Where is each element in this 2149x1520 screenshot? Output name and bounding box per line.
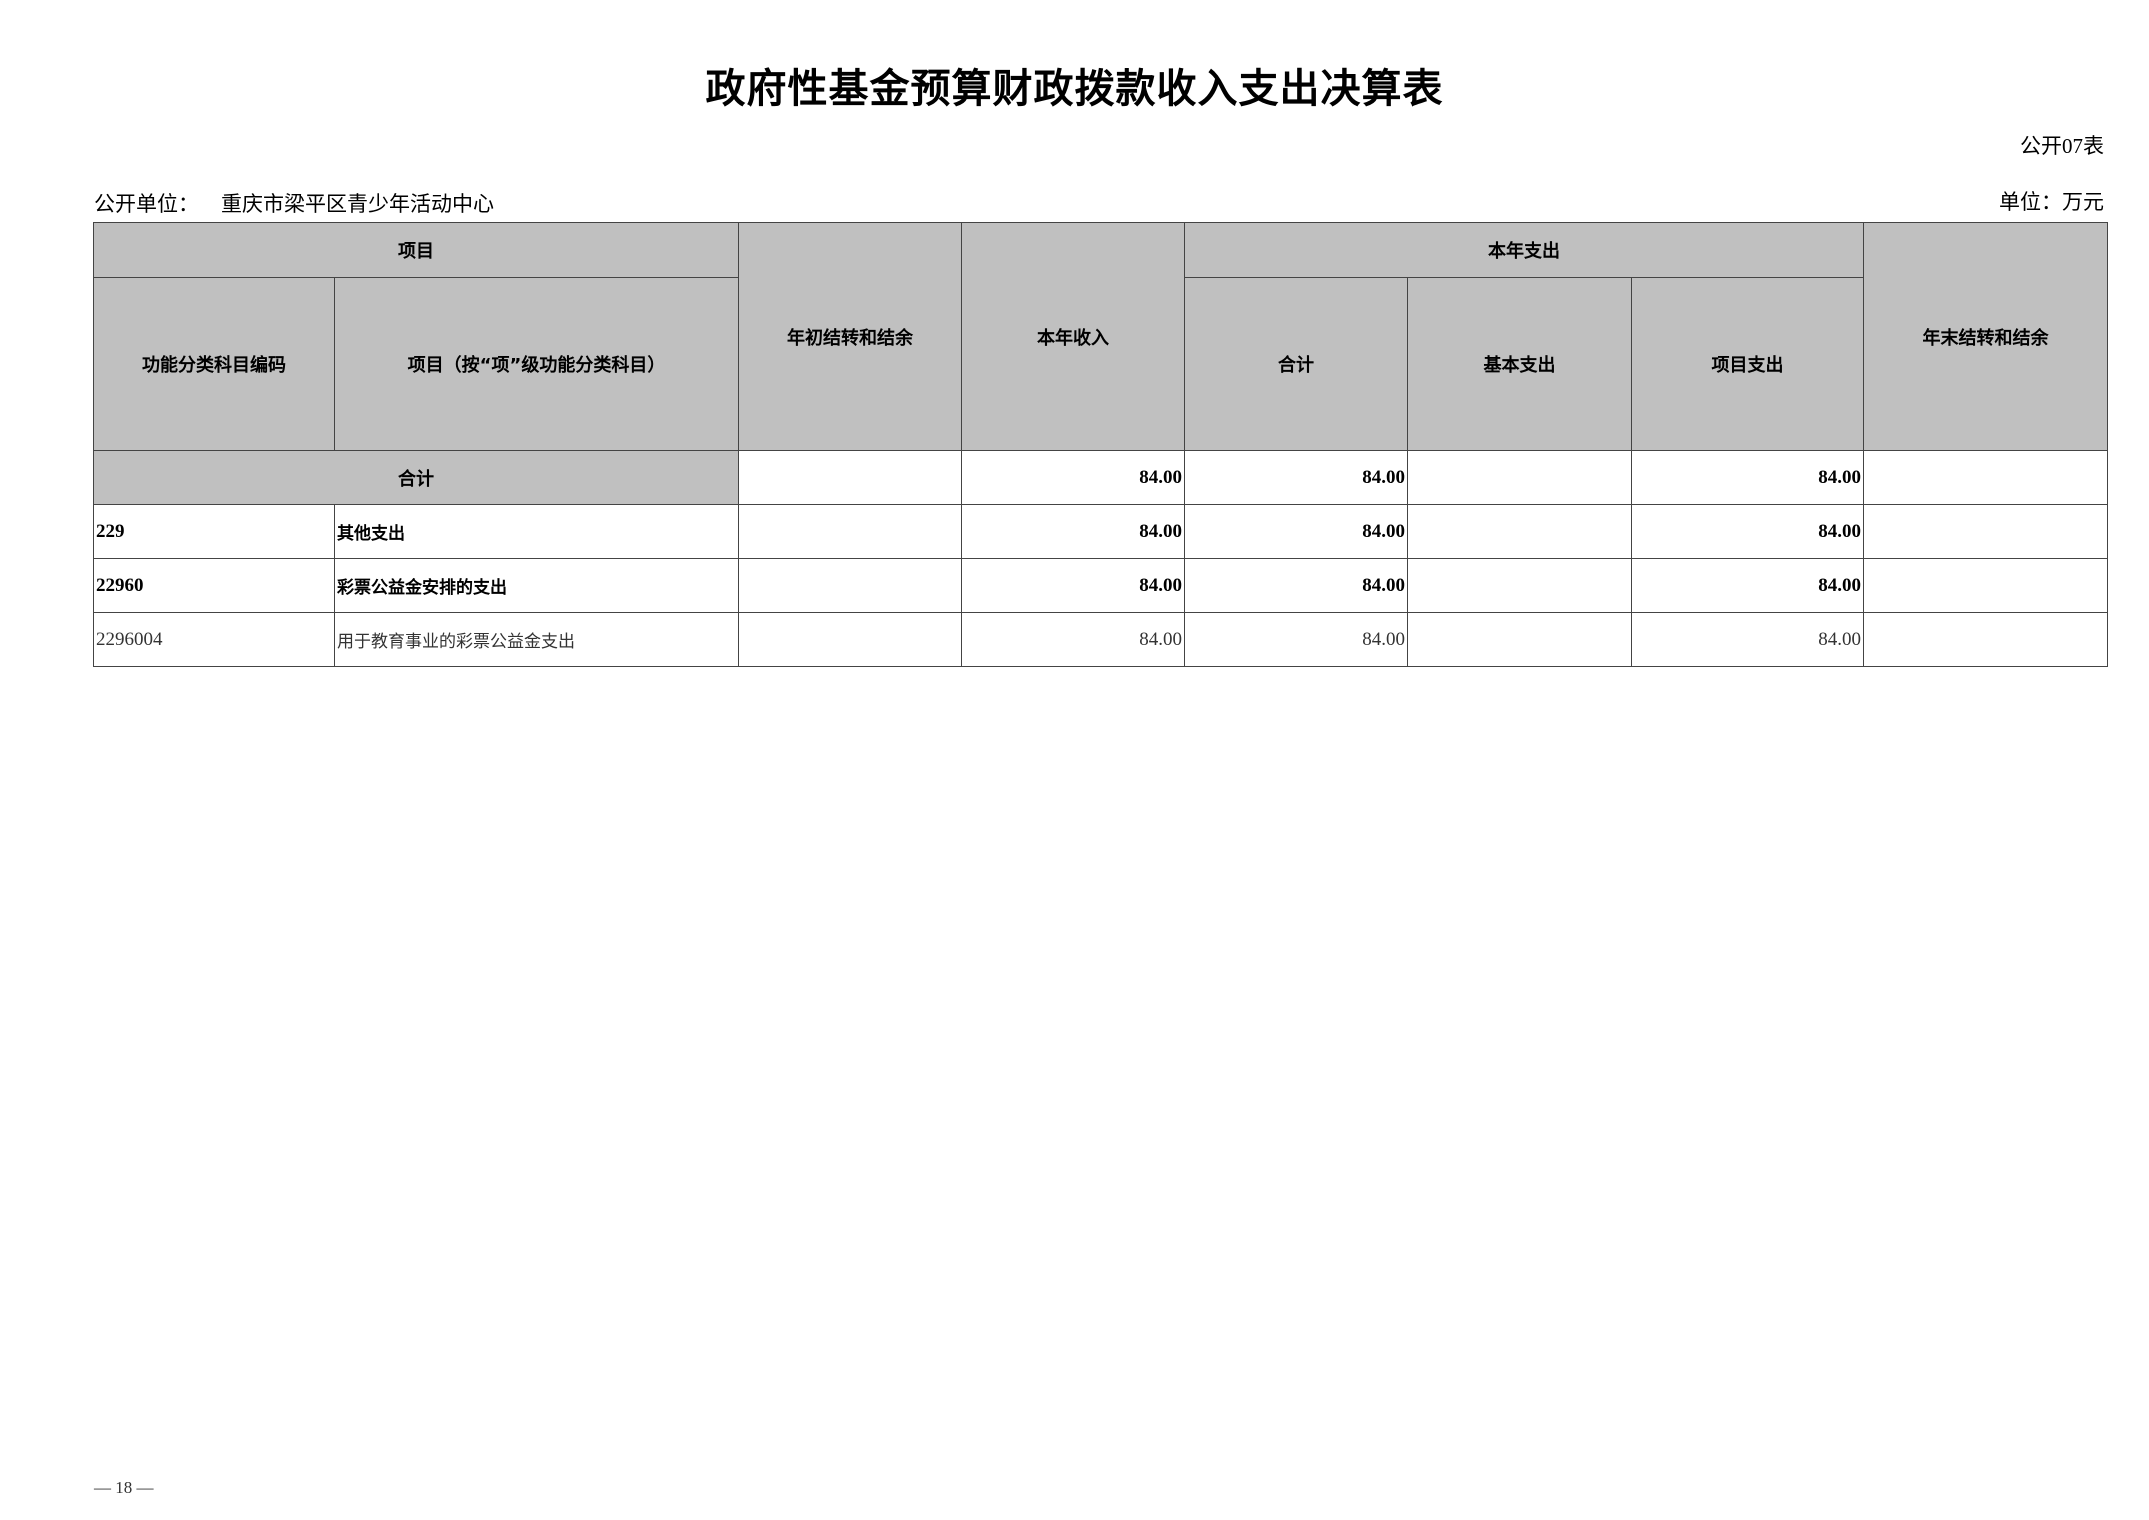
cell-expense-basic bbox=[1407, 450, 1632, 505]
cell-code: 22960 bbox=[93, 558, 335, 613]
cell-code: 2296004 bbox=[93, 612, 335, 667]
table-row: 229 其他支出 84.00 84.00 84.00 bbox=[93, 504, 2109, 559]
header-expense-total: 合计 bbox=[1184, 277, 1408, 451]
cell-expense-basic bbox=[1407, 558, 1632, 613]
cell-expense-total: 84.00 bbox=[1184, 450, 1408, 505]
header-expense-project: 项目支出 bbox=[1630, 277, 1865, 451]
cell-expense-basic bbox=[1407, 504, 1632, 559]
cell-income: 84.00 bbox=[961, 558, 1185, 613]
header-income: 本年收入 bbox=[961, 222, 1185, 451]
cell-end-balance bbox=[1863, 504, 2109, 559]
header-expense-basic: 基本支出 bbox=[1407, 277, 1632, 451]
cell-income: 84.00 bbox=[961, 450, 1185, 505]
table-row: 2296004 用于教育事业的彩票公益金支出 84.00 84.00 84.00 bbox=[93, 612, 2109, 667]
header-begin-balance: 年初结转和结余 bbox=[738, 222, 962, 451]
cell-expense-project: 84.00 bbox=[1630, 504, 1865, 559]
table-number: 公开07表 bbox=[2020, 134, 2104, 158]
header-name: 项目（按“项”级功能分类科目） bbox=[334, 277, 739, 451]
cell-expense-total: 84.00 bbox=[1184, 504, 1408, 559]
cell-expense-basic bbox=[1407, 612, 1632, 667]
cell-expense-total: 84.00 bbox=[1184, 612, 1408, 667]
cell-name: 其他支出 bbox=[334, 504, 739, 559]
cell-income: 84.00 bbox=[961, 612, 1185, 667]
cell-begin-balance bbox=[738, 450, 962, 505]
cell-end-balance bbox=[1863, 612, 2109, 667]
cell-end-balance bbox=[1863, 450, 2109, 505]
page-title: 政府性基金预算财政拨款收入支出决算表 bbox=[705, 66, 1444, 112]
total-label: 合计 bbox=[93, 450, 739, 505]
cell-income: 84.00 bbox=[961, 504, 1185, 559]
cell-begin-balance bbox=[738, 558, 962, 613]
cell-expense-total: 84.00 bbox=[1184, 558, 1408, 613]
budget-table: 项目 年初结转和结余 本年收入 本年支出 年末结转和结余 功能分类科目编码 项目… bbox=[93, 222, 2109, 667]
unit-label: 公开单位： bbox=[94, 192, 199, 216]
cell-code: 229 bbox=[93, 504, 335, 559]
header-code: 功能分类科目编码 bbox=[93, 277, 335, 451]
cell-name: 用于教育事业的彩票公益金支出 bbox=[334, 612, 739, 667]
cell-end-balance bbox=[1863, 558, 2109, 613]
cell-expense-project: 84.00 bbox=[1630, 450, 1865, 505]
total-row: 合计 84.00 84.00 84.00 bbox=[93, 450, 2109, 505]
header-expense: 本年支出 bbox=[1183, 222, 1865, 278]
header-end-balance: 年末结转和结余 bbox=[1863, 222, 2109, 451]
cell-expense-project: 84.00 bbox=[1630, 612, 1865, 667]
table-row: 22960 彩票公益金安排的支出 84.00 84.00 84.00 bbox=[93, 558, 2109, 613]
cell-begin-balance bbox=[738, 612, 962, 667]
cell-expense-project: 84.00 bbox=[1630, 558, 1865, 613]
header-item: 项目 bbox=[93, 222, 739, 278]
cell-name: 彩票公益金安排的支出 bbox=[334, 558, 739, 613]
page-number: — 18 — bbox=[94, 1478, 154, 1497]
cell-begin-balance bbox=[738, 504, 962, 559]
currency-unit: 单位：万元 bbox=[1999, 190, 2104, 214]
reporting-unit: 公开单位： 重庆市梁平区青少年活动中心 bbox=[94, 188, 516, 218]
unit-name: 重庆市梁平区青少年活动中心 bbox=[221, 192, 494, 216]
